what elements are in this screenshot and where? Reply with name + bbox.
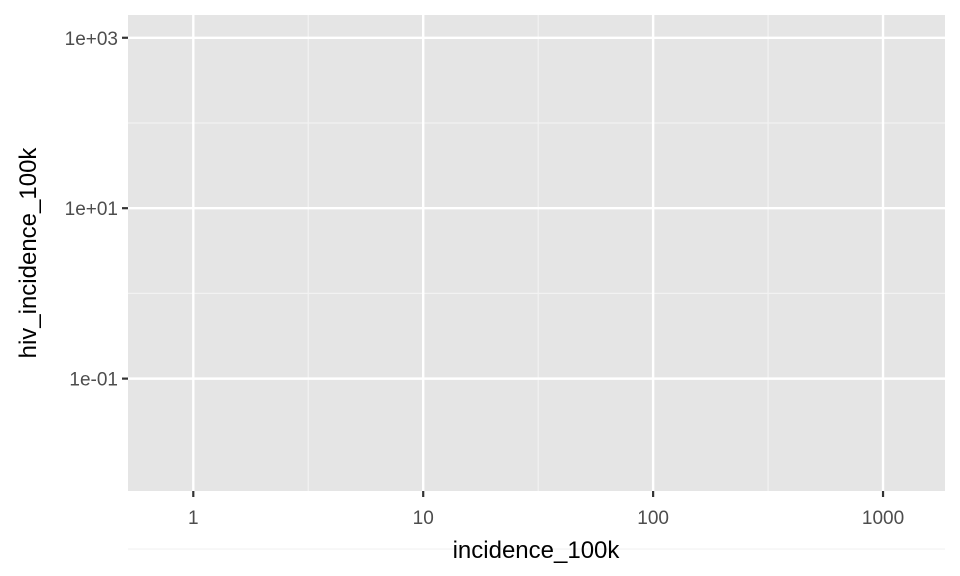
major-gridlines <box>128 15 945 491</box>
x-axis-title: incidence_100k <box>453 537 621 564</box>
y-tick-label: 1e+01 <box>65 199 118 220</box>
x-axis-ticks: 1 10 100 1000 <box>188 491 904 529</box>
x-tick-label: 1 <box>188 508 199 529</box>
x-tick-label: 1000 <box>862 508 904 529</box>
y-axis-title: hiv_incidence_100k <box>15 147 42 359</box>
x-tick-label: 10 <box>413 508 434 529</box>
y-tick-label: 1e-01 <box>69 370 118 391</box>
y-tick-label: 1e+03 <box>65 29 118 50</box>
y-axis-ticks: 1e+03 1e+01 1e-01 <box>65 29 128 391</box>
minor-gridlines <box>128 15 945 550</box>
x-tick-label: 100 <box>637 508 669 529</box>
plot-panel <box>128 15 945 491</box>
